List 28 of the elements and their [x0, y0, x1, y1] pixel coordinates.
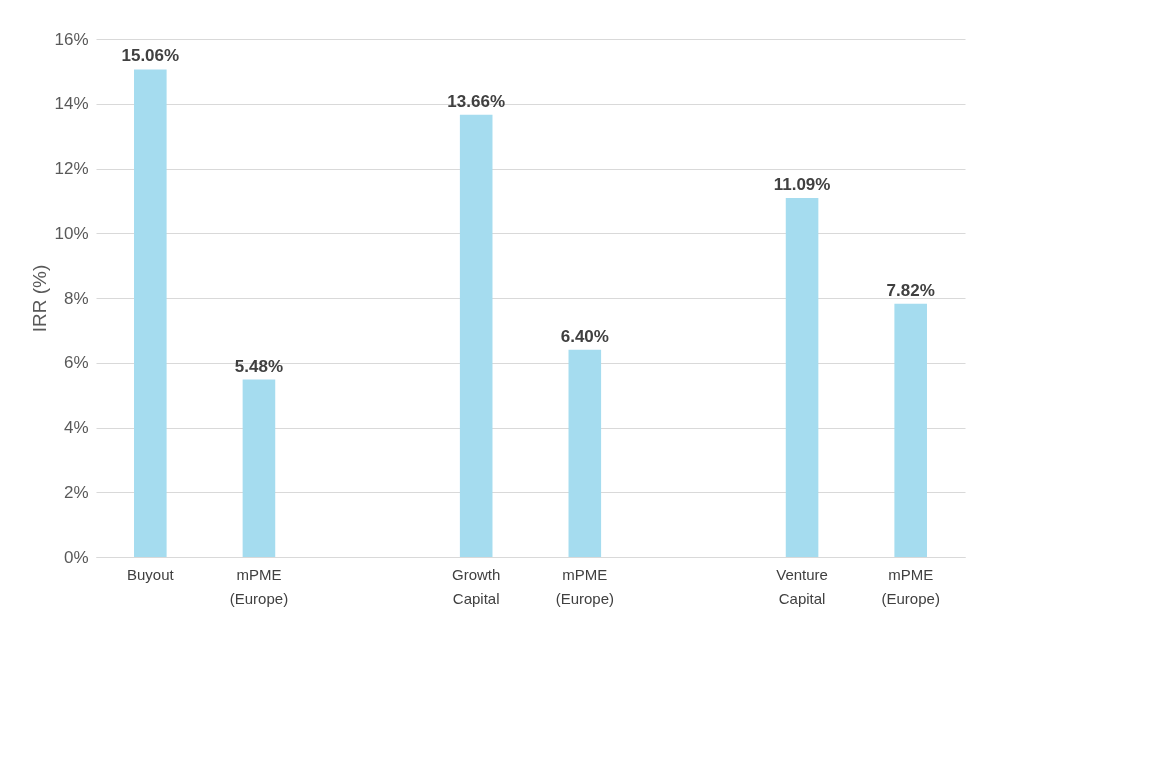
x-tick-label: Buyout — [126, 565, 175, 583]
y-axis-title: IRR (%) — [29, 264, 51, 333]
data-label: 7.82% — [886, 280, 935, 300]
bar — [134, 69, 167, 557]
data-label: 15.06% — [121, 46, 180, 66]
x-tick-label: mPME (Europe) — [555, 565, 614, 607]
y-tick-label: 8% — [63, 288, 89, 308]
bar — [894, 303, 927, 557]
y-tick-label: 10% — [54, 223, 89, 243]
y-tick-label: 6% — [63, 353, 89, 373]
bar — [785, 197, 819, 557]
x-tick-label: mPME (Europe) — [881, 565, 940, 607]
y-tick-label: 0% — [63, 547, 89, 567]
bar — [242, 379, 276, 557]
x-tick-label: Growth Capital — [452, 565, 501, 607]
data-label: 11.09% — [773, 174, 831, 194]
y-tick-label: 12% — [54, 159, 89, 178]
y-tick-label: 2% — [63, 482, 89, 502]
y-tick-label: 16% — [54, 29, 89, 49]
bar — [459, 114, 493, 557]
x-tick-label: mPME (Europe) — [229, 565, 289, 607]
data-label: 6.40% — [560, 326, 609, 346]
data-label: 5.48% — [234, 356, 284, 376]
x-tick-label: Venture Capital — [776, 565, 828, 607]
y-tick-label: 14% — [54, 94, 89, 114]
bar — [568, 349, 602, 557]
y-tick-label: 4% — [63, 418, 89, 437]
data-label: 13.66% — [447, 91, 506, 111]
